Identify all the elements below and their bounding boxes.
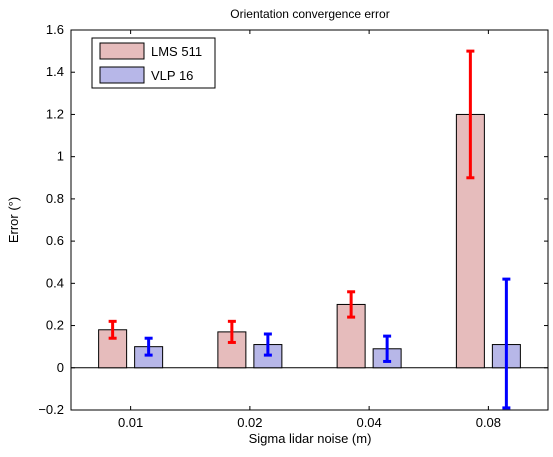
y-tick-label: −0.2 — [38, 402, 64, 417]
legend-label-lms-511: LMS 511 — [151, 44, 202, 59]
error-bar-vlp-16 — [383, 334, 392, 363]
legend-label-vlp-16: VLP 16 — [151, 68, 193, 83]
legend-swatch-vlp-16 — [99, 66, 145, 84]
y-axis-label: Error (°) — [6, 197, 21, 243]
x-tick-label: 0.04 — [356, 415, 381, 430]
x-tick-label: 0.02 — [237, 415, 262, 430]
y-tick-label: 1.6 — [46, 22, 64, 37]
error-bar-vlp-16 — [144, 336, 153, 357]
legend-swatch-lms-511 — [99, 42, 145, 60]
y-tick-label: 1.2 — [46, 106, 64, 121]
error-bar-vlp-16 — [263, 332, 272, 357]
error-bar-lms-511 — [466, 49, 475, 180]
error-bar-vlp-16 — [502, 277, 511, 410]
legend: LMS 511 VLP 16 — [91, 37, 216, 89]
error-bar-lms-511 — [227, 319, 236, 344]
y-tick-label: 1 — [57, 149, 64, 164]
y-tick-label: 0.8 — [46, 191, 64, 206]
y-tick-label: 0.2 — [46, 318, 64, 333]
x-axis-label: Sigma lidar noise (m) — [249, 431, 372, 446]
y-tick-label: 0.6 — [46, 233, 64, 248]
bar-lms-511 — [336, 303, 366, 369]
y-tick-label: 0 — [57, 360, 64, 375]
x-tick-label: 0.01 — [118, 415, 143, 430]
error-bar-lms-511 — [347, 290, 356, 319]
y-tick-label: 0.4 — [46, 275, 64, 290]
chart-title: Orientation convergence error — [230, 7, 389, 21]
x-tick-label: 0.08 — [476, 415, 501, 430]
y-tick-label: 1.4 — [46, 64, 64, 79]
error-bar-lms-511 — [108, 319, 117, 340]
